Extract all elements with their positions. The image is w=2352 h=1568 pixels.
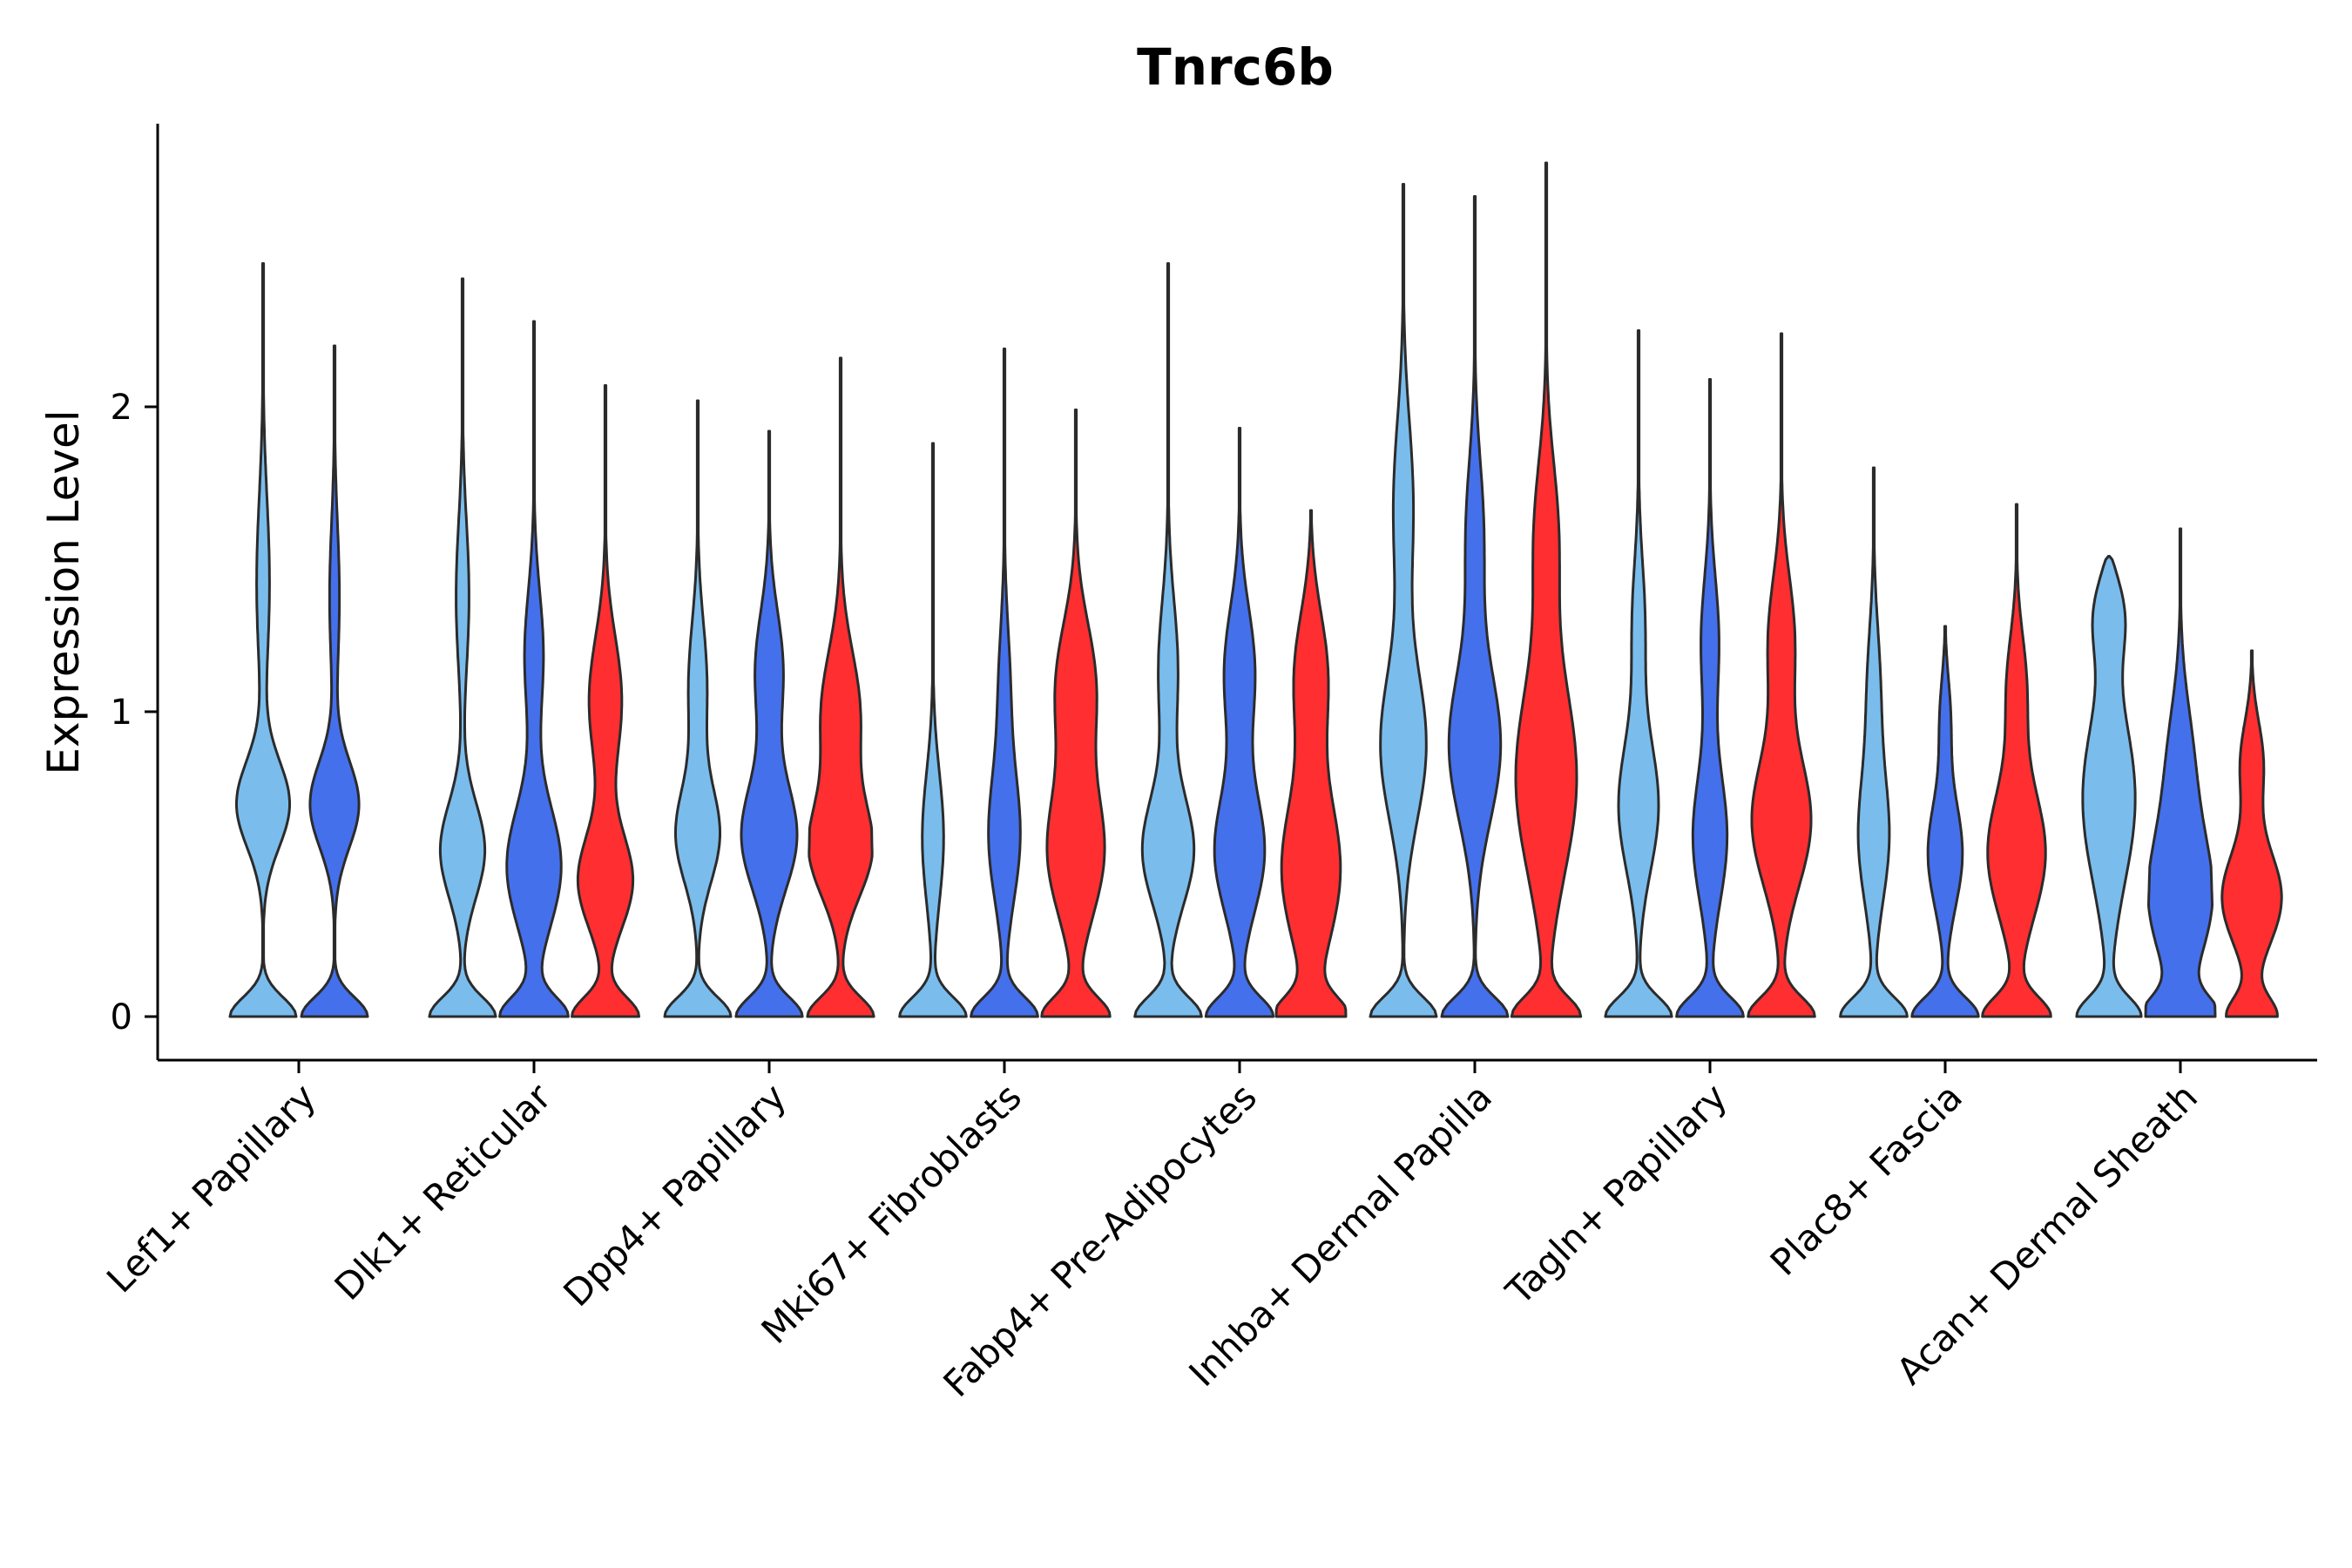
- violin-8-2: [1910, 625, 1980, 1018]
- y-tick-label-0: 0: [111, 997, 132, 1037]
- violin-2-3: [571, 384, 640, 1018]
- x-tick-label-3: Dpp4+ Papillary: [555, 1075, 794, 1315]
- violin-8-1: [1839, 466, 1909, 1018]
- x-tick-label-8: Plac8+ Fascia: [1762, 1075, 1970, 1283]
- violin-2-1: [428, 277, 497, 1018]
- violin-1-1: [228, 262, 298, 1018]
- violin-9-2: [2144, 527, 2217, 1018]
- y-tick-label-2: 2: [111, 388, 132, 428]
- violin-4-1: [898, 442, 968, 1018]
- violin-9-3: [2220, 649, 2283, 1018]
- violin-4-2: [970, 348, 1039, 1018]
- axes-layer: [156, 124, 2317, 1062]
- violin-2-2: [498, 320, 570, 1018]
- violin-6-2: [1440, 195, 1510, 1018]
- violin-4-3: [1040, 409, 1112, 1018]
- violin-9-1: [2075, 555, 2143, 1018]
- chart-title: Tnrc6b: [1137, 37, 1334, 97]
- violin-1-2: [300, 344, 369, 1018]
- x-tick-label-4: Mki67+ Fibroblasts: [754, 1075, 1030, 1351]
- violins-layer: [228, 161, 2283, 1018]
- violin-3-3: [806, 356, 875, 1018]
- violin-5-2: [1204, 427, 1275, 1018]
- violin-6-3: [1510, 161, 1583, 1018]
- y-axis-label: Expression Level: [38, 409, 89, 774]
- violin-8-3: [1981, 503, 2052, 1018]
- violin-7-2: [1675, 378, 1745, 1018]
- violin-3-1: [663, 399, 733, 1018]
- violin-5-1: [1133, 262, 1203, 1018]
- violin-3-2: [734, 429, 804, 1018]
- y-tick-label-1: 1: [111, 693, 132, 733]
- x-tick-label-7: Tagln+ Papillary: [1497, 1075, 1735, 1313]
- violin-5-3: [1274, 509, 1348, 1018]
- x-tick-label-1: Lef1+ Papillary: [98, 1075, 324, 1301]
- y-ticks-layer: 0 1 2: [111, 388, 158, 1037]
- violin-6-1: [1369, 183, 1438, 1018]
- x-tick-label-2: Dlk1+ Reticular: [327, 1075, 560, 1308]
- violin-7-3: [1747, 332, 1816, 1018]
- violin-7-1: [1604, 329, 1673, 1018]
